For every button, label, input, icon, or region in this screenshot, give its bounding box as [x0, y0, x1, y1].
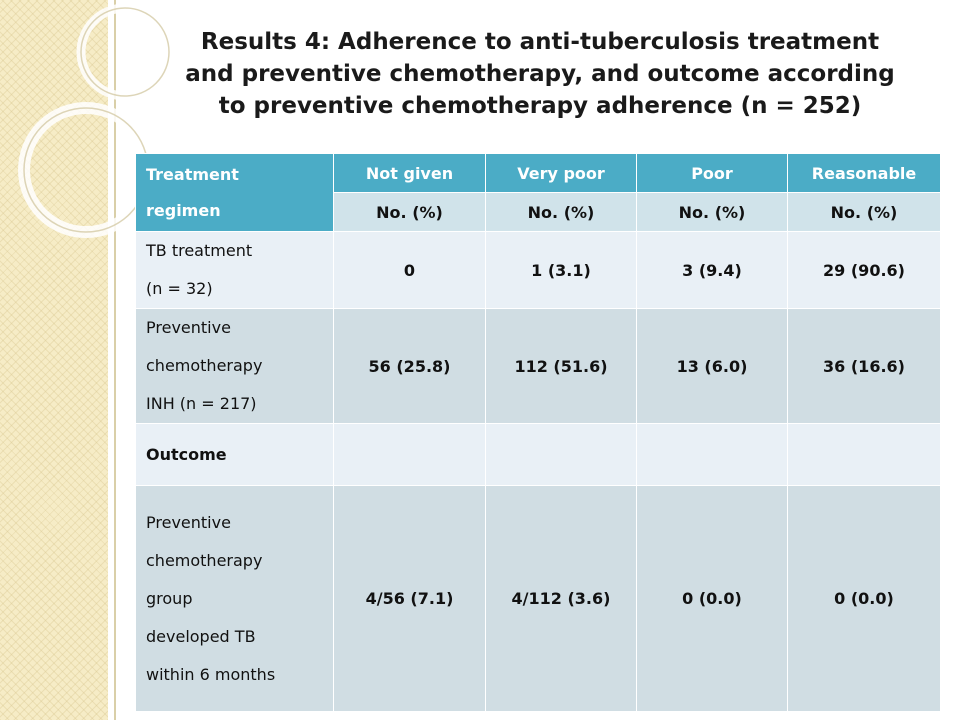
row-label: Preventive chemotherapy group developed …: [135, 485, 334, 712]
side-divider: [108, 0, 115, 720]
column-header: Not given: [333, 153, 486, 193]
row-label: Preventive chemotherapy INH (n = 217): [135, 308, 334, 424]
row-label-line: (n = 32): [146, 279, 213, 298]
column-header: Very poor: [485, 153, 637, 193]
row-label-line: chemotherapy: [146, 356, 263, 375]
row-label: TB treatment (n = 32): [135, 231, 334, 309]
title-line-1: Results 4: Adherence to anti-tuberculosi…: [200, 29, 880, 55]
corner-header-line-1: Treatment: [146, 164, 239, 184]
row-label-line: chemotherapy: [146, 550, 263, 570]
column-header: Poor: [636, 153, 788, 193]
row-label-line: Preventive: [146, 512, 231, 532]
table-row: Preventive chemotherapy INH (n = 217) 56…: [135, 308, 941, 424]
table-cell: [485, 423, 637, 486]
side-divider-line: [114, 0, 116, 720]
column-subheader: No. (%): [787, 192, 941, 232]
table-cell: 13 (6.0): [636, 308, 788, 424]
title-line-3: to preventive chemotherapy adherence (n …: [218, 93, 862, 119]
table-row: TB treatment (n = 32) 0 1 (3.1) 3 (9.4) …: [135, 231, 941, 309]
title-line-2: and preventive chemotherapy, and outcome…: [185, 61, 895, 87]
table-cell: 0 (0.0): [787, 485, 941, 712]
table-cell: 0 (0.0): [636, 485, 788, 712]
table-cell: 4/56 (7.1): [333, 485, 486, 712]
column-header: Reasonable: [787, 153, 941, 193]
table-cell: 36 (16.6): [787, 308, 941, 424]
row-label-line: developed TB: [146, 626, 256, 646]
table-cell: 56 (25.8): [333, 308, 486, 424]
table-cell: 112 (51.6): [485, 308, 637, 424]
column-subheader: No. (%): [636, 192, 788, 232]
corner-header-line-2: regimen: [146, 200, 221, 220]
table-cell: 3 (9.4): [636, 231, 788, 309]
subheader-row: No. (%) No. (%) No. (%) No. (%): [136, 192, 941, 232]
row-label: Outcome: [135, 423, 334, 486]
row-label-line: INH (n = 217): [146, 394, 257, 413]
corner-header: Treatment regimen: [135, 153, 334, 232]
table-cell: [333, 423, 486, 486]
table-cell: 4/112 (3.6): [485, 485, 637, 712]
row-label-line: TB treatment: [146, 241, 253, 260]
row-label-line: within 6 months: [146, 664, 276, 684]
table-cell: 29 (90.6): [787, 231, 941, 309]
row-label-line: group: [146, 588, 193, 608]
header-row: Treatment regimen Not given Very poor Po…: [135, 153, 941, 232]
table-cell: [636, 423, 788, 486]
row-label-line: Outcome: [146, 444, 227, 464]
table-cell: 0: [333, 231, 486, 309]
table-cell: 1 (3.1): [485, 231, 637, 309]
column-subheader: No. (%): [333, 192, 486, 232]
table-cell: [787, 423, 941, 486]
row-label-line: Preventive: [146, 318, 231, 337]
table-row: Preventive chemotherapy group developed …: [135, 485, 941, 712]
column-subheader: No. (%): [485, 192, 637, 232]
table-row: Outcome: [135, 423, 941, 486]
results-table: Treatment regimen Not given Very poor Po…: [135, 153, 941, 712]
slide-title: Results 4: Adherence to anti-tuberculosi…: [140, 26, 940, 122]
